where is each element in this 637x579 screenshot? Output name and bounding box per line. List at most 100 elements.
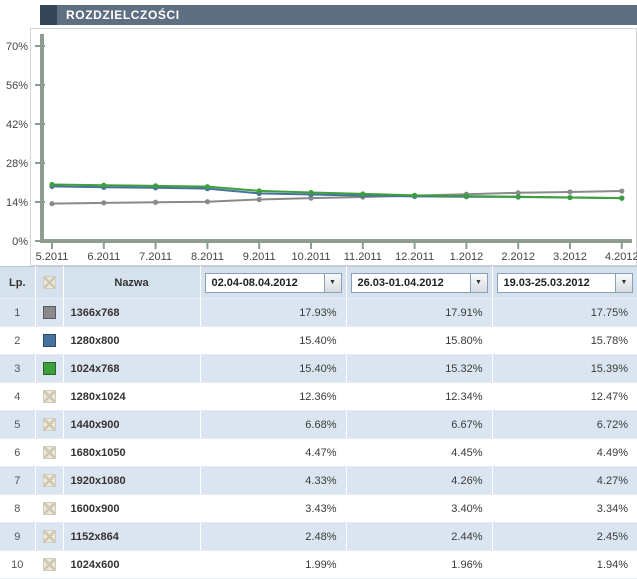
chevron-down-icon[interactable]: ▼	[615, 273, 632, 292]
series-color-swatch[interactable]	[42, 334, 56, 347]
series-toggle-cell[interactable]	[35, 522, 64, 551]
column-header-period-3: 19.03-25.03.2012 ▼	[492, 266, 637, 299]
table-header-row: Lp. Nazwa 02.04-08.04.2012 ▼ 26.03-01.04…	[0, 266, 637, 299]
x-axis-label: 1.2012	[450, 251, 484, 263]
y-axis-label: 14%	[6, 197, 28, 209]
value-period-1: 6.68%	[200, 410, 347, 439]
resolution-name: 1280x1024	[63, 382, 201, 411]
page-title: ROZDZIELCZOŚCI	[57, 5, 637, 25]
row-number: 2	[0, 326, 36, 355]
chart-canvas: 0% 14% 28% 42% 56% 70% 5.2011 6.2011 7.2011 8.201…	[6, 28, 637, 266]
title-bar-accent	[40, 5, 57, 25]
resolution-name: 1440x900	[63, 410, 201, 439]
series-color-swatch[interactable]	[42, 418, 56, 431]
y-axis-label: 28%	[6, 158, 28, 170]
value-period-2: 2.44%	[346, 522, 493, 551]
table-row: 1 1366x768 17.93% 17.91% 17.75%	[0, 298, 637, 327]
value-period-1: 2.48%	[200, 522, 347, 551]
chart-point-1366x768	[49, 201, 55, 207]
chart-point-1024x768	[567, 194, 573, 201]
period-select-1[interactable]: 02.04-08.04.2012 ▼	[204, 272, 342, 293]
period-select-2-value[interactable]: 26.03-01.04.2012	[357, 276, 444, 289]
value-period-1: 15.40%	[200, 326, 347, 355]
row-number: 8	[0, 494, 36, 523]
chart-point-1024x768	[153, 183, 159, 189]
chart-point-1366x768	[515, 190, 521, 196]
column-header-period-1: 02.04-08.04.2012 ▼	[200, 266, 347, 299]
table-row: 10 1024x600 1.99% 1.96% 1.94%	[0, 550, 637, 579]
series-toggle-cell[interactable]	[35, 354, 64, 383]
period-select-1-value[interactable]: 02.04-08.04.2012	[211, 276, 298, 289]
table-row: 4 1280x1024 12.36% 12.34% 12.47%	[0, 382, 637, 411]
chart-point-1024x768	[256, 188, 262, 194]
chart-point-1024x768	[463, 193, 469, 199]
series-color-swatch[interactable]	[42, 502, 56, 515]
chart-point-1366x768	[101, 200, 107, 206]
value-period-2: 4.26%	[346, 466, 493, 495]
column-header-period-2: 26.03-01.04.2012 ▼	[346, 266, 493, 299]
value-period-2: 15.80%	[346, 326, 493, 355]
resolution-trend-chart: 0% 14% 28% 42% 56% 70% 5.2011 6.2011 7.2011 8.201…	[0, 28, 637, 266]
no-color-swatch-icon[interactable]	[42, 276, 56, 289]
series-color-swatch[interactable]	[42, 306, 56, 319]
value-period-3: 4.49%	[492, 438, 637, 467]
section-title-bar: ROZDZIELCZOŚCI	[40, 5, 637, 25]
chart-frame	[30, 28, 637, 266]
period-select-2[interactable]: 26.03-01.04.2012 ▼	[350, 272, 488, 293]
series-toggle-cell[interactable]	[35, 550, 64, 579]
chevron-down-icon[interactable]: ▼	[323, 273, 341, 292]
table-row: 2 1280x800 15.40% 15.80% 15.78%	[0, 326, 637, 355]
row-number: 1	[0, 298, 36, 327]
y-axis-label: 42%	[6, 119, 28, 131]
x-axis-label: 12.2011	[395, 251, 434, 263]
series-toggle-cell[interactable]	[35, 326, 64, 355]
series-toggle-cell[interactable]	[35, 298, 64, 327]
value-period-3: 17.75%	[492, 298, 637, 327]
chevron-down-icon[interactable]: ▼	[469, 273, 487, 292]
value-period-2: 1.96%	[346, 550, 493, 579]
resolution-name: 1920x1080	[63, 466, 201, 495]
series-color-swatch[interactable]	[42, 446, 56, 459]
series-color-swatch[interactable]	[42, 474, 56, 487]
value-period-2: 17.91%	[346, 298, 493, 327]
series-color-swatch[interactable]	[42, 362, 56, 375]
series-color-swatch[interactable]	[42, 530, 56, 543]
value-period-3: 15.78%	[492, 326, 637, 355]
value-period-3: 15.39%	[492, 354, 637, 383]
series-toggle-cell[interactable]	[35, 466, 64, 495]
value-period-3: 1.94%	[492, 550, 637, 579]
row-number: 9	[0, 522, 36, 551]
period-select-3-value[interactable]: 19.03-25.03.2012	[503, 276, 590, 289]
chart-point-1366x768	[567, 189, 573, 195]
series-toggle-cell[interactable]	[35, 438, 64, 467]
chart-point-1024x768	[101, 182, 107, 188]
chart-point-1366x768	[204, 199, 210, 205]
chart-point-1024x768	[204, 184, 210, 190]
period-select-3[interactable]: 19.03-25.03.2012 ▼	[496, 272, 633, 293]
row-number: 10	[0, 550, 36, 579]
series-color-swatch[interactable]	[42, 390, 56, 403]
x-axis-label: 2.2012	[501, 251, 535, 263]
row-number: 7	[0, 466, 36, 495]
series-toggle-cell[interactable]	[35, 494, 64, 523]
series-toggle-cell[interactable]	[35, 410, 64, 439]
column-header-series-toggle[interactable]	[35, 266, 64, 299]
value-period-3: 2.45%	[492, 522, 637, 551]
value-period-2: 4.45%	[346, 438, 493, 467]
value-period-3: 6.72%	[492, 410, 637, 439]
x-axis-label: 5.2011	[36, 251, 69, 263]
series-color-swatch[interactable]	[42, 558, 56, 571]
value-period-3: 3.34%	[492, 494, 637, 523]
resolution-name: 1024x768	[63, 354, 201, 383]
chart-point-1024x768	[360, 191, 366, 197]
column-header-lp: Lp.	[0, 266, 36, 299]
resolution-table: Lp. Nazwa 02.04-08.04.2012 ▼ 26.03-01.04…	[0, 266, 637, 579]
x-axis-label: 9.2011	[243, 251, 276, 263]
table-row: 9 1152x864 2.48% 2.44% 2.45%	[0, 522, 637, 551]
table-row: 8 1600x900 3.43% 3.40% 3.34%	[0, 494, 637, 523]
y-axis-label: 0%	[12, 236, 28, 248]
value-period-1: 3.43%	[200, 494, 347, 523]
value-period-1: 15.40%	[200, 354, 347, 383]
series-toggle-cell[interactable]	[35, 382, 64, 411]
